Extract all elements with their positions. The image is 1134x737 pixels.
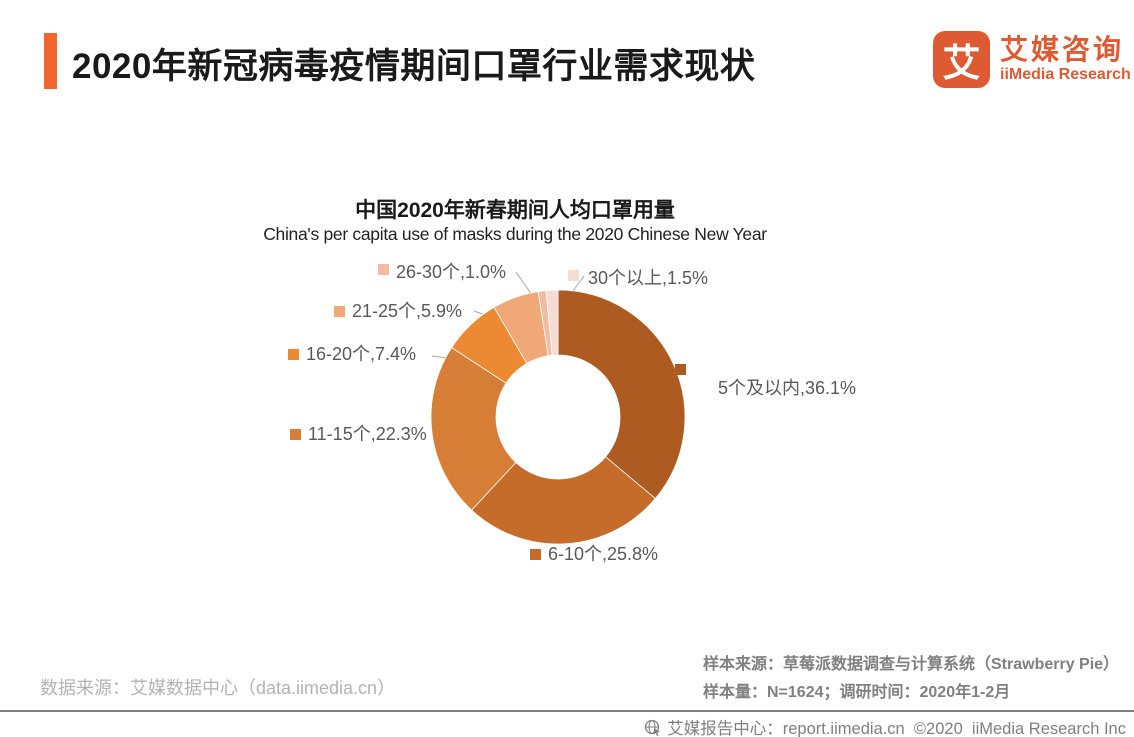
footer-text: 艾媒报告中心：report.iimedia.cn ©2020 iiMedia R… (667, 720, 1126, 737)
donut-segment-7 (545, 289, 559, 356)
page-title: 2020年新冠病毒疫情期间口罩行业需求现状 (72, 47, 756, 86)
donut-segment-1 (557, 289, 686, 500)
brand-text: 艾媒咨询 iiMedia Research (1000, 35, 1131, 84)
sample-size-note: 样本量：N=1624；调研时间：2020年1-2月 (703, 684, 1011, 701)
data-label-7: 30个以上,1.5% (588, 268, 709, 288)
legend-key-7 (568, 270, 579, 281)
data-label-3: 11-15个,22.3% (308, 424, 427, 444)
brand-name-cn: 艾媒咨询 (1000, 34, 1125, 65)
sample-notes: 样本来源：草莓派数据调查与计算系统（Strawberry Pie） 样本量：N=… (703, 651, 1119, 707)
data-label-5: 21-25个,5.9% (352, 301, 463, 321)
footer-divider (0, 710, 1134, 712)
legend-key-3 (290, 429, 301, 440)
brand-logo-char: 艾 (942, 43, 981, 85)
legend-key-6 (378, 264, 389, 275)
data-label-4: 16-20个,7.4% (306, 344, 417, 364)
data-label-1: 5个及以内,36.1% (718, 378, 857, 398)
sample-source-note: 样本来源：草莓派数据调查与计算系统（Strawberry Pie） (703, 656, 1120, 673)
title-accent-bar (44, 33, 57, 89)
legend-key-1 (675, 364, 686, 375)
donut-segment-3 (430, 347, 517, 511)
brand-logo-icon: 艾 (933, 31, 990, 88)
data-label-2: 6-10个,25.8% (548, 544, 659, 564)
data-source-note: 数据来源：艾媒数据中心（data.iimedia.cn） (40, 678, 396, 698)
legend-key-2 (530, 549, 541, 560)
legend-key-4 (288, 349, 299, 360)
brand-logo: 艾 艾媒咨询 iiMedia Research (933, 31, 1131, 88)
donut-segment-2 (471, 456, 656, 545)
chart-title: 中国2020年新春期间人均口罩用量 (355, 199, 675, 222)
legend-key-5 (334, 306, 345, 317)
brand-name-en: iiMedia Research (1000, 66, 1131, 83)
chart-subtitle: China's per capita use of masks during t… (263, 224, 767, 244)
globe-icon (645, 719, 661, 736)
footer: 艾媒报告中心：report.iimedia.cn ©2020 iiMedia R… (644, 715, 1126, 737)
data-label-6: 26-30个,1.0% (396, 262, 507, 282)
